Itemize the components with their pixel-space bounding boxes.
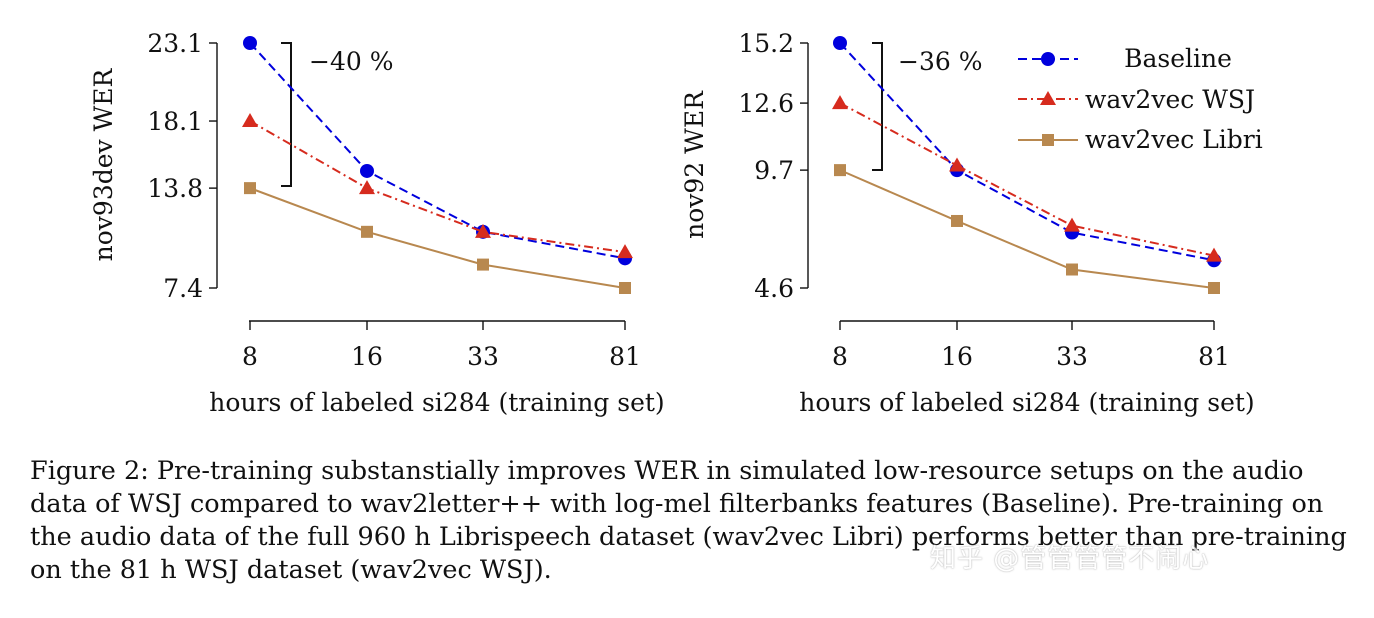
series-line [249, 42, 626, 260]
figure-caption: Figure 2: Pre-training substanstially im… [30, 455, 1350, 587]
y-tick-label: 18.1 [147, 107, 203, 136]
x-tick-label: 33 [1056, 342, 1088, 371]
x-tick-label: 33 [467, 342, 499, 371]
caption-line: Figure 2: Pre-training substanstially im… [30, 456, 1304, 486]
x-tick-label: 8 [242, 342, 258, 371]
data-point [1206, 247, 1222, 262]
y-axis-label: nov93dev WER [89, 67, 118, 261]
watermark: 知乎 @管管管管不闹心 [930, 544, 1210, 574]
chart-right: nov92 WER hours of labeled si284 (traini… [680, 29, 1263, 417]
series-wav2vec-wsj [832, 95, 1222, 262]
series-wav2vec-libri [244, 182, 631, 294]
bracket: −40 % [281, 42, 393, 187]
series-line [249, 187, 626, 289]
x-axis-label: hours of labeled si284 (training set) [209, 388, 664, 417]
y-tick-label: 12.6 [738, 89, 794, 118]
bracket-annotation: −36 % [898, 47, 982, 76]
data-point [359, 180, 375, 195]
data-point [1208, 282, 1220, 294]
legend-item-wav2vec-wsj: wav2vec WSJ [1018, 85, 1255, 114]
data-point [619, 282, 631, 294]
x-tick-label: 16 [941, 342, 973, 371]
y-tick-label: 13.8 [147, 174, 203, 203]
series-line [839, 102, 1215, 257]
data-point [360, 163, 374, 178]
data-point [1066, 263, 1078, 276]
legend-label: Baseline [1124, 44, 1232, 73]
y-tick-label: 15.2 [738, 29, 794, 58]
series-line [839, 42, 1215, 262]
data-point [834, 164, 846, 177]
data-point [833, 36, 847, 50]
legend-label: wav2vec Libri [1085, 125, 1263, 154]
plot-area: 7.4 13.8 18.1 23.1 8 16 33 81 [147, 29, 641, 371]
legend-label: wav2vec WSJ [1085, 85, 1255, 114]
y-tick-label: 7.4 [163, 274, 203, 303]
y-tick-label: 4.6 [754, 274, 794, 303]
data-point [244, 182, 256, 195]
data-point [949, 157, 965, 172]
series-wav2vec-libri [834, 164, 1220, 294]
caption-line: the audio data of the full 960 h Librisp… [30, 522, 1347, 552]
x-tick-label: 81 [609, 342, 641, 371]
series-line [249, 120, 626, 254]
chart-left: nov93dev WER hours of labeled si284 (tra… [89, 29, 665, 417]
data-point [243, 36, 257, 50]
x-axis-label: hours of labeled si284 (training set) [799, 388, 1254, 417]
legend-item-wav2vec-libri: wav2vec Libri [1018, 125, 1263, 154]
y-tick-label: 23.1 [147, 29, 203, 58]
data-point [617, 244, 633, 259]
bracket: −36 % [872, 42, 982, 171]
data-point [361, 225, 373, 238]
data-point [1064, 217, 1080, 232]
chart-svg: nov93dev WER hours of labeled si284 (tra… [89, 29, 1263, 417]
x-tick-label: 16 [351, 342, 383, 371]
data-point [832, 95, 848, 110]
caption-line: on the 81 h WSJ dataset (wav2vec WSJ). [30, 555, 552, 585]
x-tick-label: 8 [832, 342, 848, 371]
legend: Baseline wav2vec WSJ wav2vec Libri [1018, 44, 1263, 154]
data-point [242, 113, 258, 128]
x-tick-label: 81 [1198, 342, 1230, 371]
series-line [839, 169, 1215, 289]
legend-item-baseline: Baseline [1018, 44, 1232, 73]
series-wav2vec-wsj [242, 113, 633, 259]
data-point [951, 214, 963, 227]
data-point [475, 223, 491, 238]
y-tick-label: 9.7 [754, 156, 794, 185]
bracket-annotation: −40 % [309, 47, 393, 76]
data-point [477, 258, 489, 271]
plot-area: 4.6 9.7 12.6 15.2 8 16 33 81 [738, 29, 1230, 371]
figure: nov93dev WER hours of labeled si284 (tra… [89, 29, 1263, 417]
caption-line: data of WSJ compared to wav2letter++ wit… [30, 489, 1324, 519]
y-axis-label: nov92 WER [680, 90, 709, 239]
